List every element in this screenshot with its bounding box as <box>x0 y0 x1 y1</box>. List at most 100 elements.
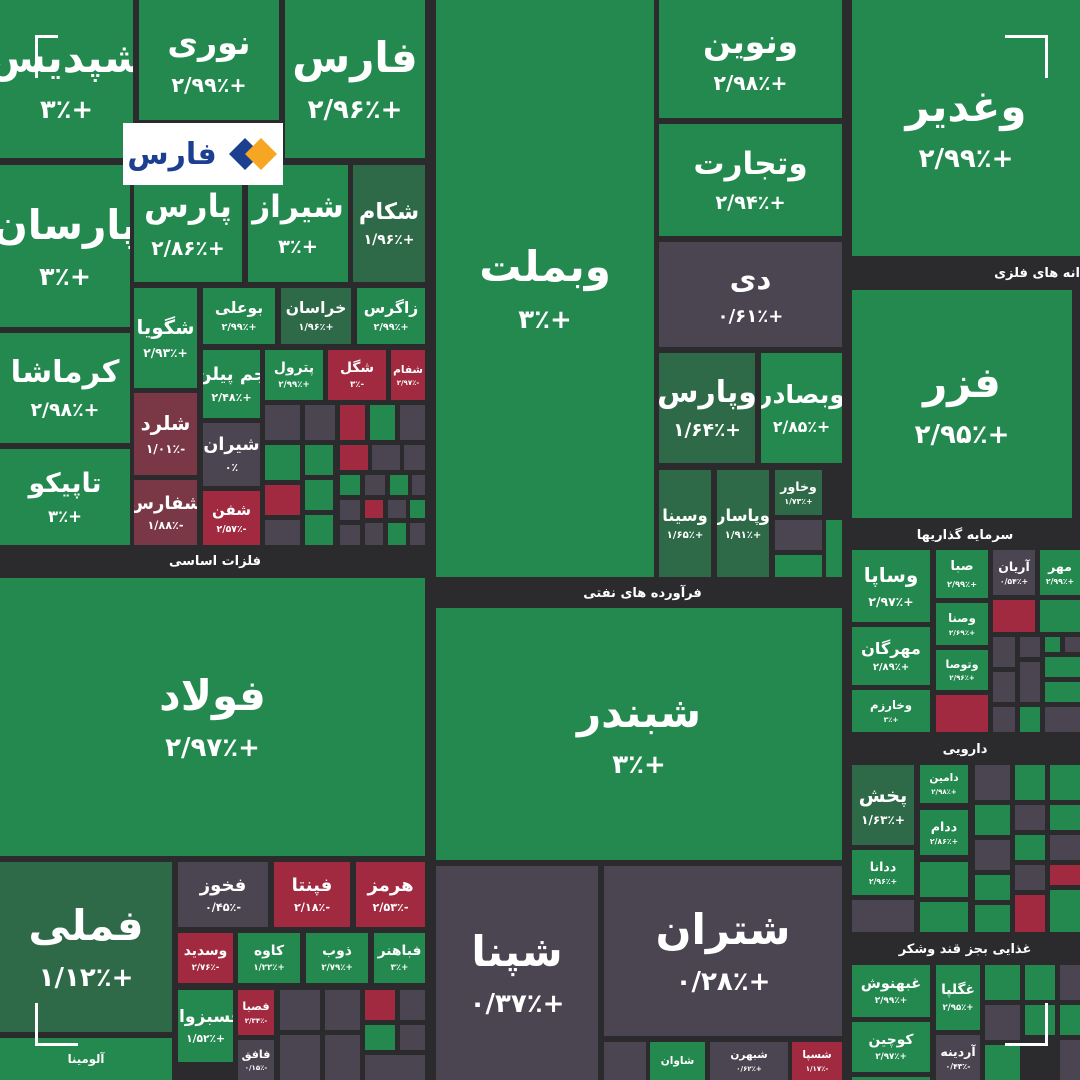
stock-tile: مهرگان +۲/۸۹٪ <box>852 627 930 685</box>
stock-change: +۰/۳۷٪ <box>469 989 565 1019</box>
filler-tile <box>1045 637 1060 652</box>
filler-tile <box>975 875 1010 900</box>
sector-label: غذایی بجز قند وشکر <box>850 936 1080 962</box>
stock-name: وخاور <box>780 478 817 494</box>
stock-tile: شیراز +۳٪ <box>248 165 348 282</box>
filler-tile <box>1050 805 1080 830</box>
filler-tile <box>1025 1005 1055 1035</box>
filler-tile <box>1045 657 1080 677</box>
stock-tile: فافق -۰/۱۵٪ <box>238 1040 274 1080</box>
stock-change: ۰٪ <box>224 460 239 474</box>
filler-tile <box>975 840 1010 870</box>
stock-name: وغدیر <box>905 81 1027 131</box>
filler-tile <box>1060 1040 1080 1080</box>
logo-text: فارس <box>127 136 217 172</box>
stock-tile: وسینا +۱/۶۵٪ <box>659 470 711 577</box>
stock-name: ونوین <box>703 22 799 61</box>
filler-tile <box>365 1025 395 1050</box>
stock-change: -۲/۹۷٪ <box>396 379 420 388</box>
stock-change: +۲/۷۹٪ <box>321 963 353 974</box>
filler-tile <box>1015 835 1045 860</box>
stock-tile: وخاور +۱/۷۳٪ <box>775 470 822 515</box>
stock-tile: وساپا +۲/۹۷٪ <box>852 550 930 622</box>
stock-tile: پخش +۱/۶۳٪ <box>852 765 914 845</box>
stock-tile: وتوصا +۲/۹۶٪ <box>936 650 988 690</box>
filler-tile <box>993 637 1015 667</box>
filler-tile <box>920 902 968 932</box>
stock-change: +۲/۶۹٪ <box>948 628 976 638</box>
filler-tile <box>1015 805 1045 830</box>
stock-change: +۲/۹۹٪ <box>874 996 908 1007</box>
filler-tile <box>1025 965 1055 1000</box>
stock-name: ددانا <box>869 858 897 874</box>
stock-tile: شکام +۱/۹۶٪ <box>353 165 425 282</box>
stock-name: شپدیس <box>0 33 133 83</box>
filler-tile <box>412 475 425 495</box>
filler-tile <box>365 1055 425 1080</box>
stock-tile: شیران ۰٪ <box>203 423 260 486</box>
filler-tile <box>305 445 333 475</box>
stock-change: +۰/۵۴٪ <box>999 577 1029 587</box>
filler-tile <box>852 1077 930 1080</box>
stock-tile: ددانا +۲/۹۶٪ <box>852 850 914 895</box>
stock-name: پارس <box>144 187 232 226</box>
stock-name: وتجارت <box>693 145 808 182</box>
stock-name: فافق <box>241 1047 271 1061</box>
stock-tile: وپارس +۱/۶۴٪ <box>659 353 755 463</box>
stock-tile: فسبزوار +۱/۵۲٪ <box>178 990 233 1062</box>
filler-tile <box>1040 600 1080 632</box>
stock-tile: نوری +۲/۹۹٪ <box>139 0 279 120</box>
filler-tile <box>265 445 300 480</box>
frame-corner <box>35 1003 78 1046</box>
stock-change: +۲/۹۹٪ <box>221 321 257 333</box>
stock-change: +۲/۹۹٪ <box>946 578 978 589</box>
stock-name: غگلپا <box>941 982 975 999</box>
filler-tile <box>400 405 425 440</box>
stock-name: وخارزم <box>870 697 912 712</box>
stock-tile: شفن -۲/۵۷٪ <box>203 491 260 545</box>
stock-tile: وسدید -۲/۷۶٪ <box>178 933 233 983</box>
stock-name: صبا <box>950 559 974 575</box>
stock-change: +۲/۹۷٪ <box>875 1052 907 1063</box>
stock-tile: ذوب +۲/۷۹٪ <box>306 933 368 983</box>
stock-change: +۱/۶۵٪ <box>666 530 704 542</box>
filler-tile <box>1020 662 1040 702</box>
filler-tile <box>775 555 822 577</box>
filler-tile <box>340 405 365 440</box>
stock-change: +۱/۶۳٪ <box>861 812 905 827</box>
stock-tile: آردینه -۰/۴۳٪ <box>936 1035 980 1080</box>
stock-change: +۲/۸۵٪ <box>772 416 831 436</box>
stock-tile: کاوه +۱/۲۲٪ <box>238 933 300 983</box>
stock-name: شتران <box>655 904 791 954</box>
filler-tile <box>340 525 360 545</box>
filler-tile <box>985 1005 1020 1040</box>
stock-change: -۰/۱۵٪ <box>244 1064 268 1073</box>
stock-name: آلومینا <box>67 1052 105 1066</box>
stock-tile: وبصادر +۲/۸۵٪ <box>761 353 842 463</box>
stock-change: +۲/۹۹٪ <box>918 144 1014 174</box>
stock-name: وصنا <box>948 610 976 625</box>
stock-change: -۱/۸۸٪ <box>147 519 184 533</box>
filler-tile <box>265 520 300 545</box>
filler-tile <box>985 965 1020 1000</box>
stock-change: +۲/۹۹٪ <box>373 321 409 333</box>
filler-tile <box>400 990 425 1020</box>
stock-name: دی <box>729 262 772 297</box>
filler-tile <box>340 500 360 520</box>
stock-change: +۰/۲۸٪ <box>675 967 771 997</box>
filler-tile <box>1065 637 1080 652</box>
stock-tile: شسپا -۱/۱۷٪ <box>792 1042 842 1080</box>
stock-change: -۱/۱۷٪ <box>805 1064 829 1073</box>
stock-tile: پترول +۲/۹۹٪ <box>265 350 323 400</box>
stock-name: شفارس <box>134 492 197 514</box>
stock-tile: فملی +۱/۱۲٪ <box>0 862 172 1032</box>
stock-change: +۲/۹۵٪ <box>914 420 1010 450</box>
stock-tile: غگلپا +۲/۹۵٪ <box>936 965 980 1030</box>
stock-name: پترول <box>273 359 315 376</box>
stock-name: شکام <box>358 199 420 226</box>
stock-change: +۳٪ <box>48 507 83 527</box>
stock-change: -۱/۰۱٪ <box>145 441 186 456</box>
filler-tile <box>305 480 333 510</box>
stock-name: فصبا <box>242 1000 270 1014</box>
stock-name: هرمز <box>367 874 414 896</box>
